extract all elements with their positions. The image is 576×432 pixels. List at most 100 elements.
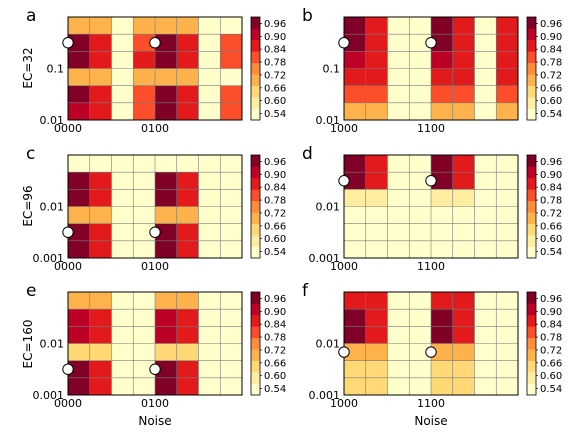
marker-point [149, 226, 161, 238]
heatmap-cell [176, 309, 199, 327]
heatmap-cell [452, 292, 475, 310]
x-tick-label: 0100 [141, 260, 169, 273]
heatmap-cell [155, 326, 177, 344]
colorbar-segment [251, 28, 260, 41]
heatmap-cell [111, 223, 134, 242]
heatmap-cell [409, 51, 432, 69]
heatmap-cell [176, 326, 199, 344]
colorbar-tick-label: 0.60 [264, 371, 286, 382]
heatmap-cell [111, 102, 134, 121]
heatmap-cell [68, 155, 90, 173]
heatmap-cell [198, 34, 221, 52]
heatmap-cell [176, 155, 199, 173]
heatmap-cell [452, 240, 475, 259]
heatmap-cell [155, 189, 177, 207]
heatmap-cell [155, 85, 177, 104]
heatmap-cell [220, 360, 243, 379]
heatmap-cell [198, 343, 221, 361]
heatmap-cell [198, 377, 221, 396]
heatmap-cell [198, 240, 221, 259]
heatmap-cell [474, 51, 497, 69]
colorbar-segment [251, 223, 260, 236]
x-tick-label: 1000 [330, 122, 358, 135]
heatmap-cell [176, 292, 199, 310]
heatmap-cell [133, 326, 156, 344]
heatmap-cell [496, 240, 519, 259]
heatmap-cell [68, 34, 90, 52]
heatmap-cell [111, 377, 134, 396]
heatmap-cell [111, 189, 134, 207]
colorbar-segment [251, 212, 260, 224]
heatmap-cell [496, 343, 519, 361]
heatmap-cell [409, 172, 432, 190]
heatmap-cell [365, 172, 388, 190]
heatmap-cell [387, 377, 410, 396]
heatmap-cell [344, 360, 366, 379]
heatmap-cell [220, 326, 243, 344]
heatmap-cell [176, 172, 199, 190]
heatmap-cell [452, 206, 475, 224]
heatmap-cell [431, 102, 453, 121]
heatmap-cell [344, 206, 366, 224]
colorbar-tick-label: 0.96 [540, 157, 562, 168]
heatmap-cell [365, 343, 388, 361]
colorbar-segment [527, 108, 536, 121]
heatmap-cell [409, 155, 432, 173]
heatmap-cell [133, 85, 156, 104]
colorbar-tick-label: 0.66 [264, 83, 286, 94]
heatmap-cell [89, 85, 112, 104]
colorbar-tick-label: 0.54 [540, 247, 562, 258]
heatmap-cell [133, 17, 156, 35]
y-tick-label: 0.001 [33, 389, 65, 402]
heatmap-cell [387, 68, 410, 86]
heatmap-cell [220, 155, 243, 173]
colorbar-tick-label: 0.66 [540, 83, 562, 94]
heatmap-cell [452, 326, 475, 344]
colorbar-segment [251, 360, 260, 373]
colorbar-tick-label: 0.90 [540, 307, 562, 318]
heatmap-cell [68, 292, 90, 310]
heatmap-cell [89, 240, 112, 259]
heatmap-cell [431, 172, 453, 190]
heatmap-cell [344, 68, 366, 86]
colorbar-tick-label: 0.60 [540, 371, 562, 382]
heatmap-cell [89, 292, 112, 310]
heatmap-cell [409, 17, 432, 35]
colorbar-segment [251, 326, 260, 339]
colorbar-segment [251, 97, 260, 109]
heatmap-cell [452, 51, 475, 69]
heatmap-cell [496, 292, 519, 310]
colorbar-segment [527, 97, 536, 109]
heatmap-cell [155, 223, 177, 242]
heatmap-cell [409, 206, 432, 224]
heatmap-cell [365, 223, 388, 242]
heatmap-cell [89, 51, 112, 69]
y-tick-label: 0.1 [323, 63, 341, 76]
colorbar-tick-label: 0.54 [264, 247, 286, 258]
x-axis-title-left: Noise [138, 414, 171, 428]
heatmap-cell [431, 85, 453, 104]
heatmap-cell [409, 377, 432, 396]
heatmap-cell [176, 240, 199, 259]
heatmap-cell [176, 189, 199, 207]
colorbar-tick-label: 0.54 [540, 109, 562, 120]
colorbar-tick-label: 0.90 [540, 32, 562, 43]
panel-frame [67, 16, 243, 121]
heatmap-cell [452, 34, 475, 52]
heatmap-cell [409, 68, 432, 86]
panel-frame [67, 291, 243, 396]
heatmap-cell [155, 309, 177, 327]
colorbar-tick-label: 0.78 [264, 196, 286, 207]
heatmap-cell [155, 343, 177, 361]
heatmap-cell [133, 240, 156, 259]
heatmap-cell [89, 102, 112, 121]
heatmap-cell [89, 206, 112, 224]
marker-point [62, 37, 74, 49]
colorbar-segment [251, 292, 260, 304]
heatmap-cell [198, 17, 221, 35]
colorbar-tick-label: 0.78 [540, 196, 562, 207]
colorbar-segment [251, 349, 260, 361]
colorbar-segment [527, 212, 536, 224]
heatmap-cell [89, 172, 112, 190]
